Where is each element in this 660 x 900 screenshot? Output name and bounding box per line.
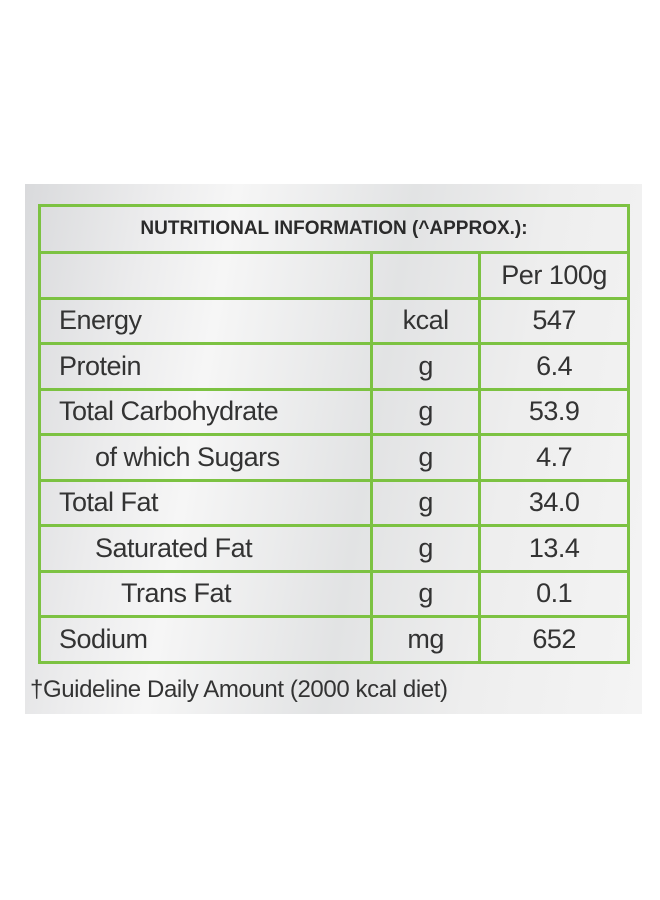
table-header-row: Per 100g [37, 251, 630, 300]
nutrient-value: 6.4 [478, 342, 630, 391]
table-row: of which Sugars g 4.7 [37, 433, 630, 482]
table-row: Saturated Fat g 13.4 [37, 524, 630, 573]
table-row: Trans Fat g 0.1 [37, 569, 630, 618]
nutrient-value: 652 [478, 615, 630, 664]
header-unit-cell [370, 251, 482, 300]
nutrient-name: Total Carbohydrate [37, 387, 374, 436]
nutrient-value: 13.4 [478, 524, 630, 573]
table-row: Energy kcal 547 [37, 296, 630, 345]
nutrient-unit: g [370, 342, 482, 391]
nutrient-name: Sodium [37, 615, 374, 664]
nutrient-unit: g [370, 569, 482, 618]
nutrient-value: 4.7 [478, 433, 630, 482]
nutrient-value: 547 [478, 296, 630, 345]
nutrient-unit: g [370, 387, 482, 436]
nutrition-table: NUTRITIONAL INFORMATION (^APPROX.): Per … [37, 204, 630, 664]
nutrient-value: 53.9 [478, 387, 630, 436]
nutrient-unit: g [370, 478, 482, 527]
table-title-row: NUTRITIONAL INFORMATION (^APPROX.): [38, 204, 630, 254]
table-row: Protein g 6.4 [37, 342, 630, 391]
table-row: Total Fat g 34.0 [37, 478, 630, 527]
header-name-cell [37, 251, 374, 300]
nutrient-unit: mg [370, 615, 482, 664]
nutrient-name: Trans Fat [37, 569, 374, 618]
nutrient-unit: g [370, 433, 482, 482]
table-row: Sodium mg 652 [37, 615, 630, 664]
table-title: NUTRITIONAL INFORMATION (^APPROX.): [38, 204, 630, 254]
nutrient-unit: kcal [370, 296, 482, 345]
nutrient-unit: g [370, 524, 482, 573]
table-row: Total Carbohydrate g 53.9 [37, 387, 630, 436]
nutrient-value: 34.0 [478, 478, 630, 527]
nutrient-name: Protein [37, 342, 374, 391]
guideline-footnote: †Guideline Daily Amount (2000 kcal diet) [30, 676, 448, 703]
nutrient-name: of which Sugars [37, 433, 374, 482]
nutrient-value: 0.1 [478, 569, 630, 618]
nutrient-name: Total Fat [37, 478, 374, 527]
nutrient-name: Saturated Fat [37, 524, 374, 573]
header-per-100g: Per 100g [478, 251, 630, 300]
nutrient-name: Energy [37, 296, 374, 345]
